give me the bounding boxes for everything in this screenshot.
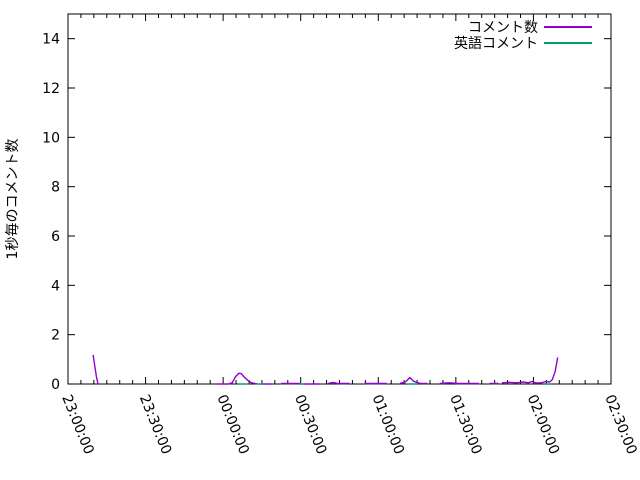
y-tick-label: 8 (51, 180, 60, 196)
x-tick-label: 00:00:00 (213, 393, 251, 457)
y-tick-label: 2 (51, 328, 60, 344)
legend: コメント数 英語コメント (454, 20, 592, 52)
y-tick-label: 10 (42, 130, 60, 146)
series-line-0 (92, 354, 559, 385)
legend-label-english: 英語コメント (454, 35, 538, 52)
y-tick-label: 0 (51, 377, 60, 393)
x-tick-label: 01:00:00 (369, 393, 407, 457)
y-axis-title: 1秒毎のコメント数 (5, 139, 21, 260)
y-tick-label: 12 (42, 81, 60, 97)
y-tick-labels: 0 2 4 6 8 10 12 14 (42, 32, 60, 393)
x-tick-label: 02:30:00 (601, 393, 639, 457)
y-tick-label: 6 (51, 229, 60, 245)
data-series (92, 354, 559, 385)
x-tick-label: 00:30:00 (291, 393, 329, 457)
y-tick-label: 4 (51, 278, 60, 294)
plot-border (67, 13, 612, 385)
plot-border-group (67, 13, 612, 385)
y-tick-label: 14 (42, 32, 60, 48)
x-tick-label: 01:30:00 (446, 393, 484, 457)
axis-ticks (67, 14, 612, 385)
legend-label-comments: コメント数 (468, 20, 538, 36)
x-tick-label: 23:30:00 (136, 393, 174, 457)
x-tick-label: 02:00:00 (524, 393, 562, 457)
x-tick-labels: 23:00:00 23:30:00 00:00:00 00:30:00 01:00:00… (58, 393, 639, 457)
x-tick-label: 23:00:00 (58, 393, 96, 457)
